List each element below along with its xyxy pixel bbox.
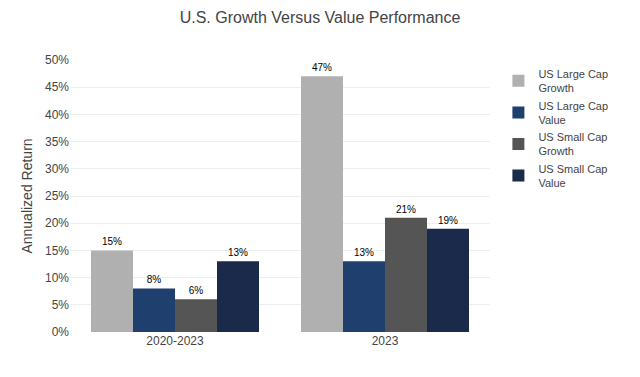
svg-text:U.S. Growth Versus Value Perfo: U.S. Growth Versus Value Performance bbox=[180, 9, 461, 26]
svg-text:21%: 21% bbox=[396, 204, 416, 215]
svg-text:2020-2023: 2020-2023 bbox=[146, 334, 204, 348]
svg-text:0%: 0% bbox=[52, 325, 70, 339]
svg-text:Annualized Return: Annualized Return bbox=[19, 138, 35, 253]
svg-text:US Small CapValue: US Small CapValue bbox=[538, 163, 607, 189]
svg-text:13%: 13% bbox=[354, 247, 374, 258]
svg-text:50%: 50% bbox=[45, 53, 69, 67]
svg-text:US Small CapGrowth: US Small CapGrowth bbox=[538, 131, 607, 157]
svg-text:30%: 30% bbox=[45, 162, 69, 176]
svg-text:US Large CapGrowth: US Large CapGrowth bbox=[538, 68, 608, 94]
svg-text:5%: 5% bbox=[52, 298, 70, 312]
svg-text:47%: 47% bbox=[312, 62, 332, 73]
svg-text:20%: 20% bbox=[45, 216, 69, 230]
svg-text:13%: 13% bbox=[228, 247, 248, 258]
svg-text:6%: 6% bbox=[189, 285, 204, 296]
svg-text:10%: 10% bbox=[45, 271, 69, 285]
svg-text:35%: 35% bbox=[45, 135, 69, 149]
svg-text:15%: 15% bbox=[102, 236, 122, 247]
svg-text:US Large CapValue: US Large CapValue bbox=[538, 100, 608, 126]
svg-text:25%: 25% bbox=[45, 189, 69, 203]
svg-text:2023: 2023 bbox=[372, 334, 399, 348]
svg-text:45%: 45% bbox=[45, 80, 69, 94]
svg-text:19%: 19% bbox=[438, 215, 458, 226]
svg-text:40%: 40% bbox=[45, 108, 69, 122]
svg-text:8%: 8% bbox=[147, 274, 162, 285]
svg-text:15%: 15% bbox=[45, 244, 69, 258]
